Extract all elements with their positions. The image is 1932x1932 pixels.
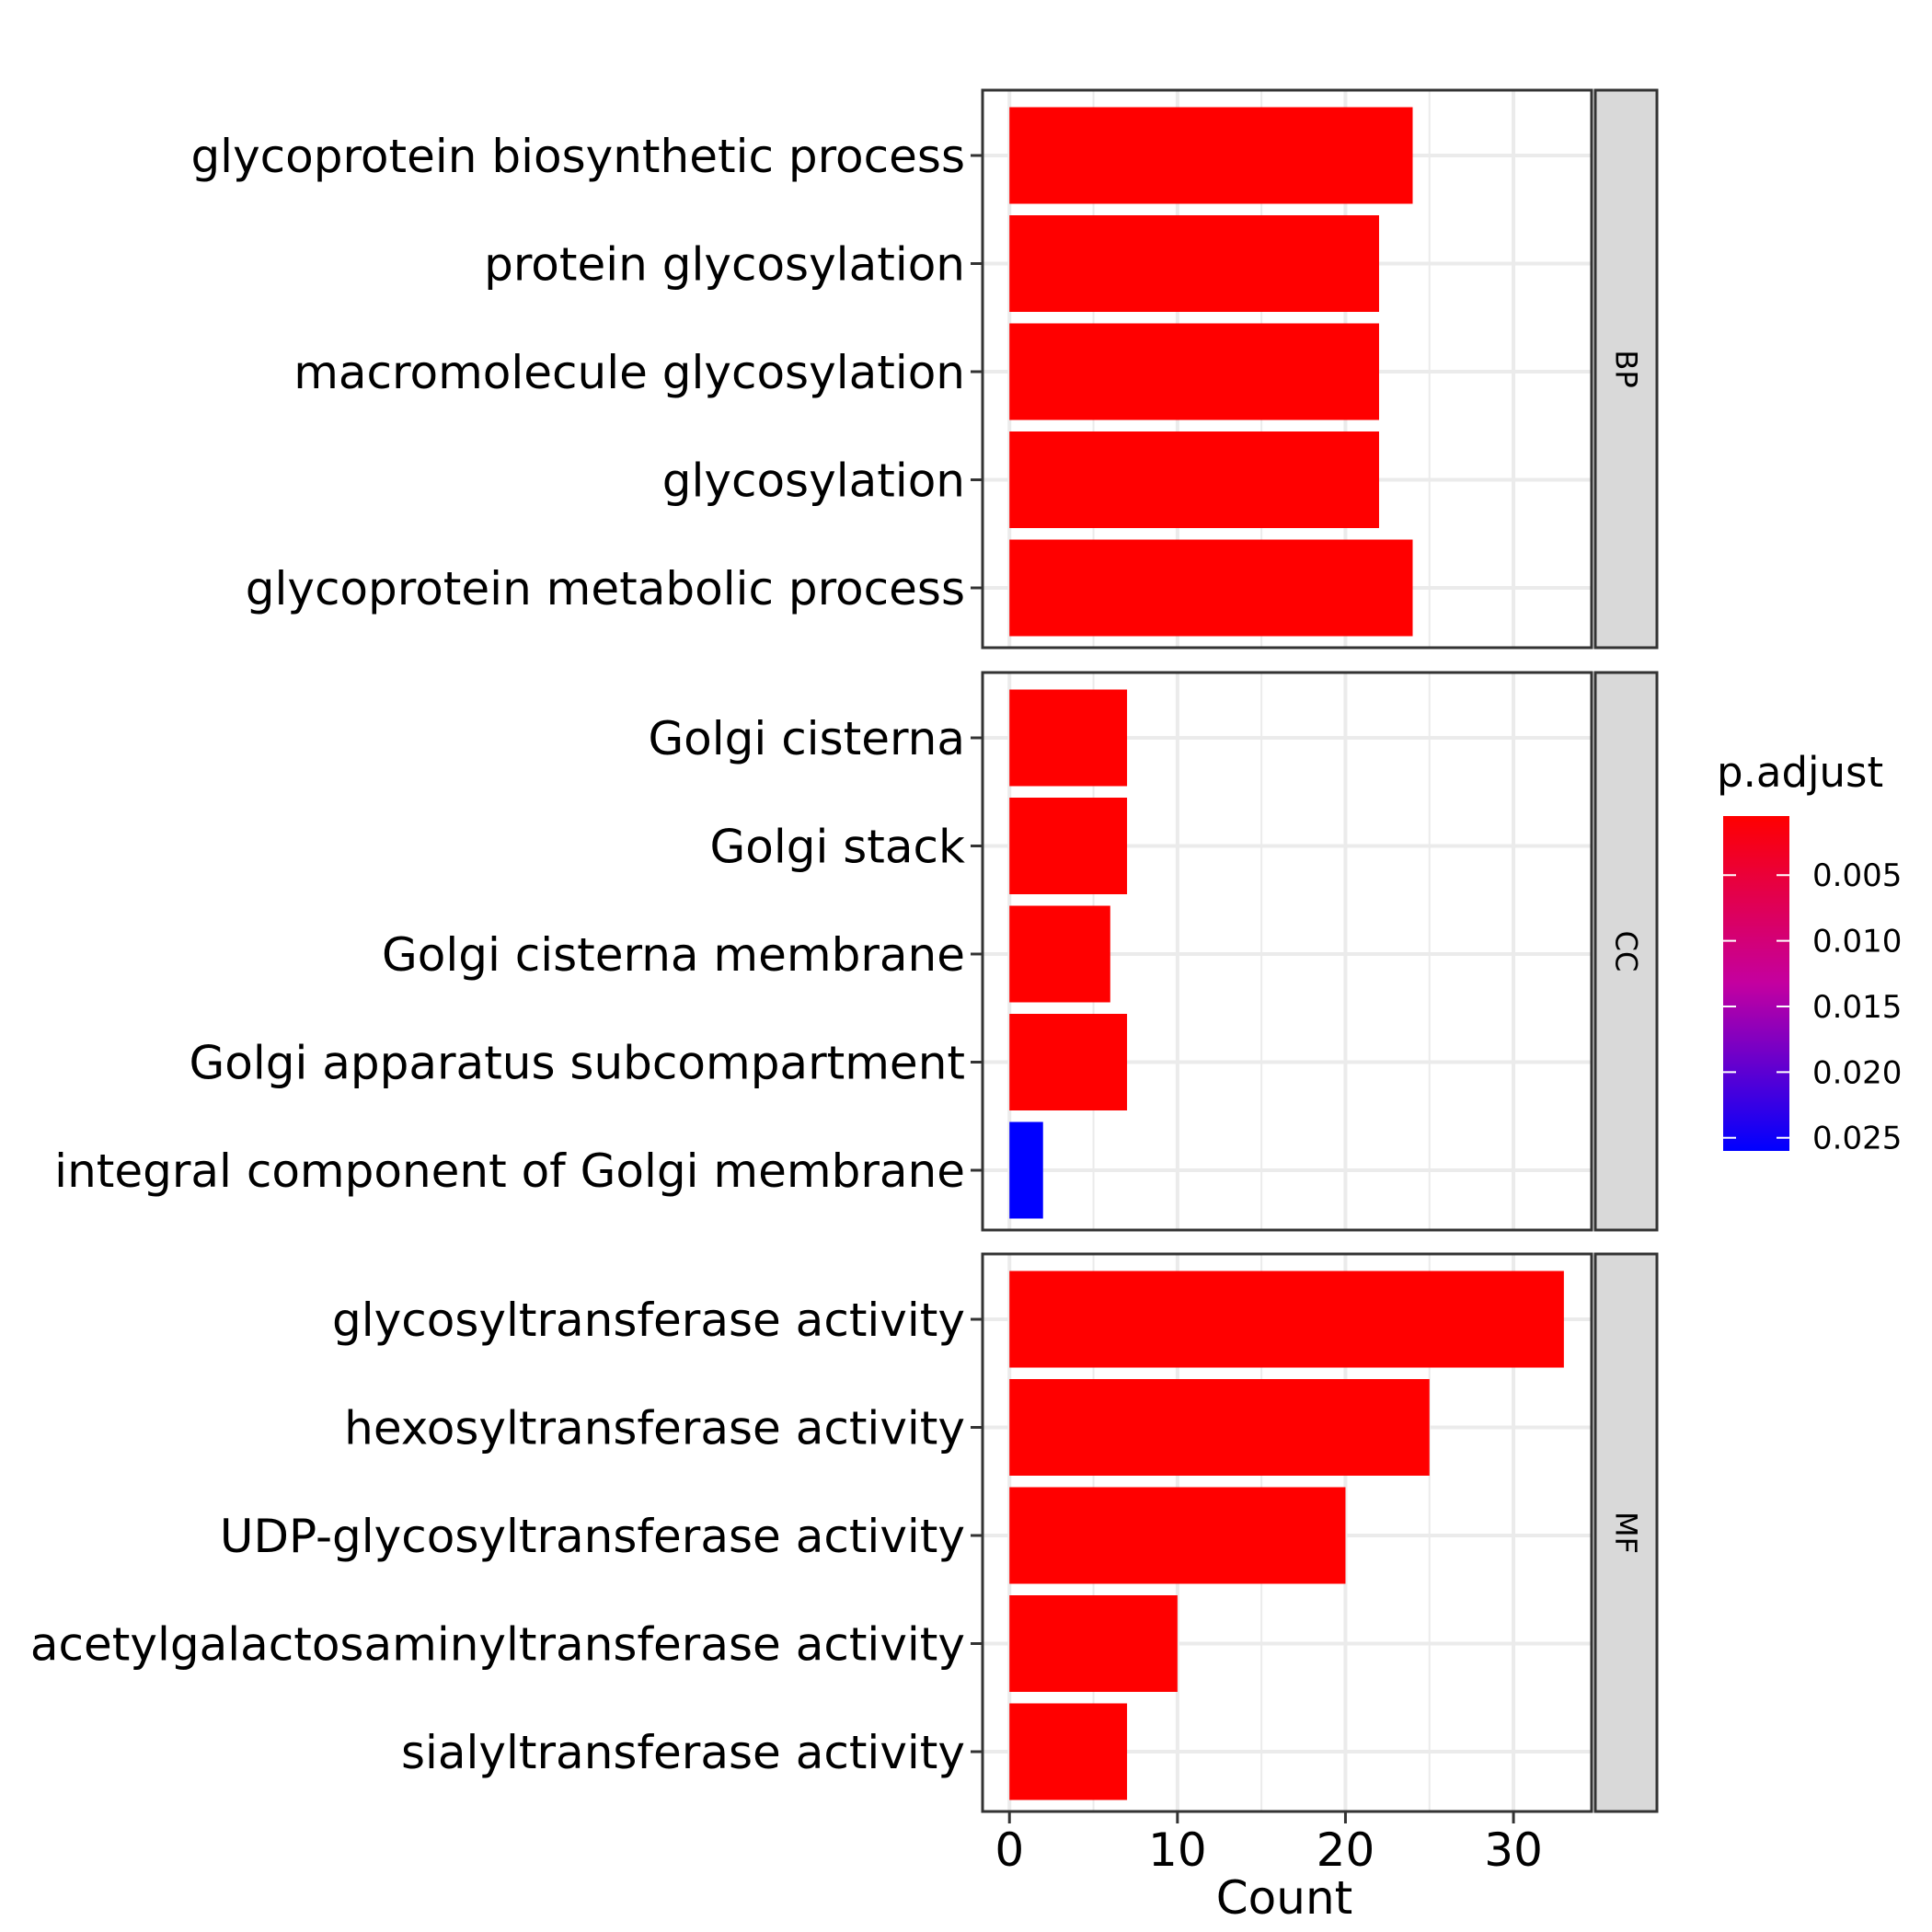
bar bbox=[1009, 1487, 1346, 1584]
bar bbox=[1009, 323, 1379, 420]
legend-colorbar bbox=[1723, 816, 1789, 1151]
bar bbox=[1009, 798, 1128, 894]
bar bbox=[1009, 1014, 1128, 1110]
facet-strip-label: CC bbox=[1609, 931, 1644, 972]
category-label: acetylgalactosaminyltransferase activity bbox=[30, 1618, 965, 1672]
category-label: integral component of Golgi membrane bbox=[54, 1144, 965, 1198]
facet-panel-cc: Golgi cisterna Golgi stack Golgi cisterna … bbox=[54, 671, 1659, 1232]
bar bbox=[1009, 431, 1379, 528]
category-label: UDP-glycosyltransferase activity bbox=[220, 1510, 965, 1563]
bar bbox=[1009, 1595, 1178, 1692]
bar bbox=[1009, 1121, 1043, 1219]
color-legend: p.adjust 0.005 0.010 0.015 0.020 0.025 bbox=[1717, 748, 1902, 1157]
bar bbox=[1009, 107, 1413, 204]
category-label: protein glycosylation bbox=[484, 238, 965, 292]
bar bbox=[1009, 905, 1110, 1003]
bar bbox=[1009, 215, 1379, 312]
legend-tick-label: 0.025 bbox=[1812, 1121, 1902, 1157]
x-tick-label: 0 bbox=[995, 1823, 1024, 1877]
legend-tick-label: 0.010 bbox=[1812, 924, 1902, 960]
legend-tick-label: 0.015 bbox=[1812, 989, 1902, 1026]
category-label: Golgi cisterna membrane bbox=[382, 928, 965, 982]
facet-strip bbox=[1593, 671, 1659, 1232]
x-tick-label: 10 bbox=[1148, 1823, 1207, 1877]
x-tick-label: 20 bbox=[1317, 1823, 1375, 1877]
facet-panels: glycoprotein biosynthetic process protein… bbox=[30, 88, 1659, 1813]
facet-strip-label: MF bbox=[1609, 1512, 1644, 1554]
x-axis-title: Count bbox=[1216, 1871, 1353, 1925]
category-label: glycosylation bbox=[662, 454, 965, 508]
x-tick-label: 30 bbox=[1484, 1823, 1543, 1877]
bar bbox=[1009, 1703, 1128, 1800]
category-label: hexosyltransferase activity bbox=[344, 1402, 965, 1455]
category-label: glycoprotein biosynthetic process bbox=[190, 130, 965, 183]
category-label: macromolecule glycosylation bbox=[293, 346, 965, 399]
facet-strip-label: BP bbox=[1609, 350, 1644, 387]
panel-border bbox=[981, 1252, 1593, 1813]
category-label: Golgi apparatus subcompartment bbox=[189, 1037, 965, 1090]
facet-strip bbox=[1593, 1252, 1659, 1813]
x-axis: 0 10 20 30 bbox=[995, 1811, 1543, 1877]
bar bbox=[1009, 689, 1128, 787]
legend-tick-label: 0.005 bbox=[1812, 857, 1902, 894]
category-label: glycosyltransferase activity bbox=[332, 1294, 965, 1347]
bar bbox=[1009, 1271, 1564, 1368]
category-label: sialyltransferase activity bbox=[401, 1726, 965, 1779]
facet-panel-mf: glycosyltransferase activity hexosyltrans… bbox=[30, 1252, 1659, 1813]
panel-border bbox=[981, 88, 1593, 650]
facet-panel-bp: glycoprotein biosynthetic process protein… bbox=[190, 88, 1659, 650]
legend-tick-label: 0.020 bbox=[1812, 1054, 1902, 1091]
bar bbox=[1009, 539, 1413, 637]
legend-title: p.adjust bbox=[1717, 748, 1883, 797]
bar bbox=[1009, 1379, 1430, 1476]
panel-border bbox=[981, 671, 1593, 1232]
facet-strip bbox=[1593, 88, 1659, 650]
category-label: Golgi cisterna bbox=[648, 712, 965, 765]
category-label: glycoprotein metabolic process bbox=[246, 562, 965, 615]
category-label: Golgi stack bbox=[710, 821, 966, 874]
